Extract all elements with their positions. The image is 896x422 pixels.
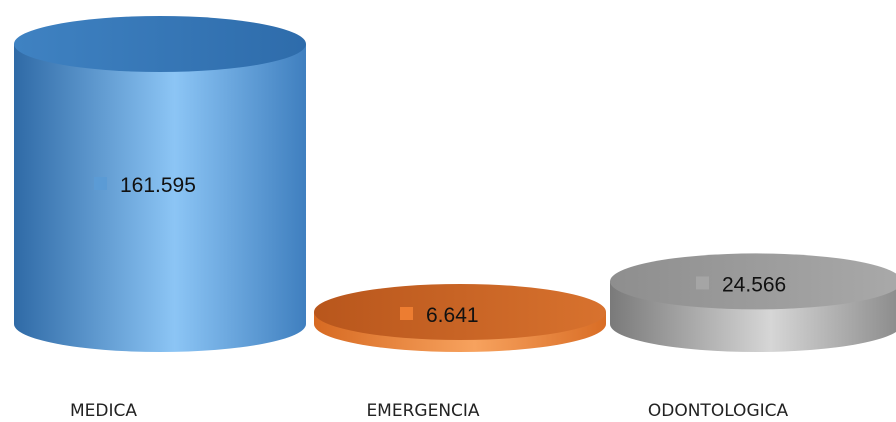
category-label-odontologica: ODONTOLOGICA (648, 401, 789, 421)
data-label-marker-odontologica (696, 276, 709, 290)
category-label-medica: MEDICA (70, 401, 137, 421)
bar-medica (14, 44, 306, 352)
data-labels-layer: 161.595 6.641 24.566 (94, 174, 786, 327)
data-label-medica: 161.595 (120, 174, 196, 197)
bar-top-odontologica (610, 253, 896, 310)
data-label-emergencia: 6.641 (426, 304, 479, 327)
data-label-marker-emergencia (400, 307, 413, 320)
category-label-emergencia: EMERGENCIA (366, 401, 479, 421)
category-axis: MEDICA EMERGENCIA ODONTOLOGICA (70, 401, 788, 421)
bar-top-medica (14, 16, 306, 72)
data-label-marker-medica (94, 177, 107, 190)
bar-top-emergencia (314, 284, 606, 340)
bars-layer (14, 16, 896, 352)
data-label-odontologica: 24.566 (722, 273, 786, 296)
